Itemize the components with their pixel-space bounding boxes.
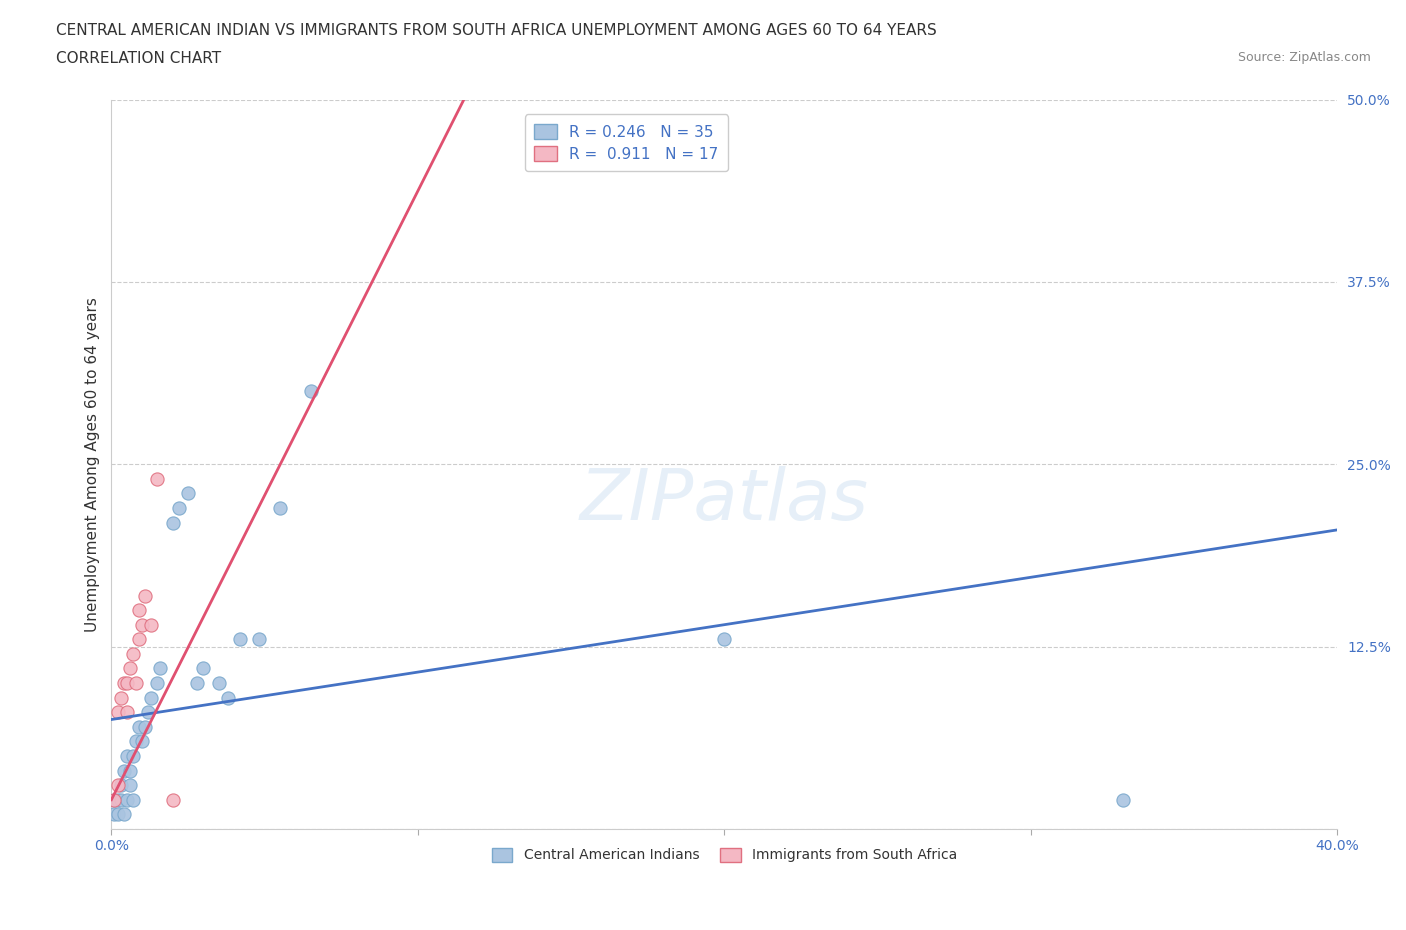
Point xyxy=(107,705,129,720)
Point xyxy=(167,500,190,515)
Point xyxy=(299,384,322,399)
Point xyxy=(146,472,169,486)
Point xyxy=(128,719,150,734)
Y-axis label: Unemployment Among Ages 60 to 64 years: Unemployment Among Ages 60 to 64 years xyxy=(86,297,100,631)
Point xyxy=(1112,792,1135,807)
Point xyxy=(162,515,184,530)
Point xyxy=(229,631,252,646)
Point xyxy=(107,807,129,822)
Point xyxy=(103,807,125,822)
Point xyxy=(134,588,156,603)
Point xyxy=(115,675,138,690)
Point xyxy=(162,792,184,807)
Point xyxy=(115,749,138,764)
Point xyxy=(247,631,270,646)
Point xyxy=(118,764,141,778)
Point xyxy=(136,705,159,720)
Point xyxy=(115,792,138,807)
Point xyxy=(121,646,143,661)
Point xyxy=(112,675,135,690)
Point xyxy=(208,675,231,690)
Legend: Central American Indians, Immigrants from South Africa: Central American Indians, Immigrants fro… xyxy=(485,841,965,870)
Point xyxy=(112,764,135,778)
Point xyxy=(141,690,163,705)
Point xyxy=(134,719,156,734)
Point xyxy=(128,603,150,618)
Point xyxy=(125,734,148,749)
Point xyxy=(713,631,735,646)
Point xyxy=(110,690,132,705)
Point xyxy=(107,777,129,792)
Point xyxy=(177,486,200,501)
Text: ZIPatlas: ZIPatlas xyxy=(579,466,869,535)
Text: CORRELATION CHART: CORRELATION CHART xyxy=(56,51,221,66)
Point xyxy=(131,734,153,749)
Point xyxy=(107,792,129,807)
Point xyxy=(186,675,208,690)
Point xyxy=(131,618,153,632)
Point xyxy=(128,631,150,646)
Point xyxy=(110,777,132,792)
Point xyxy=(110,792,132,807)
Point xyxy=(103,792,125,807)
Point xyxy=(146,675,169,690)
Point xyxy=(121,792,143,807)
Point xyxy=(269,500,291,515)
Text: Source: ZipAtlas.com: Source: ZipAtlas.com xyxy=(1237,51,1371,64)
Point xyxy=(193,661,215,676)
Point xyxy=(115,705,138,720)
Point xyxy=(217,690,239,705)
Point xyxy=(103,792,125,807)
Point xyxy=(149,661,172,676)
Point xyxy=(118,777,141,792)
Point xyxy=(118,661,141,676)
Point xyxy=(112,807,135,822)
Point xyxy=(125,675,148,690)
Text: CENTRAL AMERICAN INDIAN VS IMMIGRANTS FROM SOUTH AFRICA UNEMPLOYMENT AMONG AGES : CENTRAL AMERICAN INDIAN VS IMMIGRANTS FR… xyxy=(56,23,936,38)
Point xyxy=(141,618,163,632)
Point xyxy=(121,749,143,764)
